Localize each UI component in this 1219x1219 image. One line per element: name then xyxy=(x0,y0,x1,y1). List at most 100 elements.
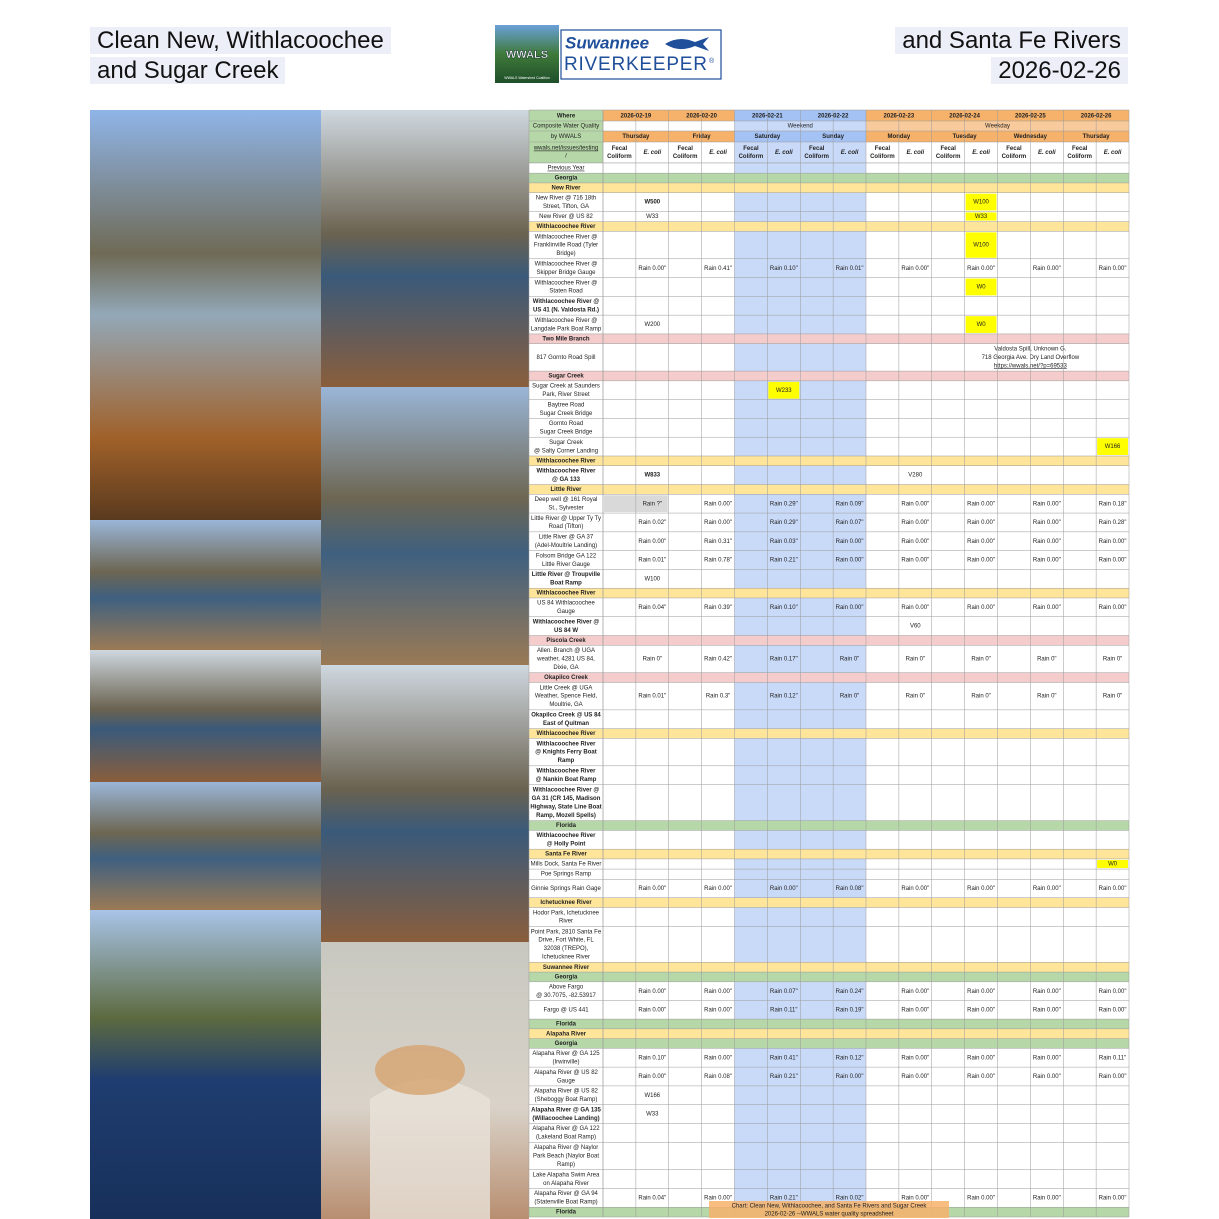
sample-value: W33 xyxy=(975,214,988,220)
location-label: Little Creek @ UGA xyxy=(540,685,593,691)
sub-header xyxy=(1063,142,1097,163)
rain-value: Rain 0.11" xyxy=(1099,1055,1126,1061)
section-label: Georgia xyxy=(555,1041,578,1047)
section-row xyxy=(529,962,1129,973)
rain-value: Rain 0.00" xyxy=(967,558,995,564)
rain-value: Rain 0.00" xyxy=(901,539,929,545)
location-label: Alapaha River @ GA 122 xyxy=(532,1126,600,1132)
rain-value: Rain 0" xyxy=(971,657,990,663)
fecal-label: Fecal xyxy=(941,146,957,152)
section-label: Florida xyxy=(556,823,577,829)
rain-value: Rain 0.00" xyxy=(901,886,929,892)
location-label: US 41 (N. Valdosta Rd.) xyxy=(533,308,599,314)
sub-header xyxy=(964,142,998,163)
location-label: Highway, State Line Boat xyxy=(530,804,601,810)
location-label: Ginnie Springs Rain Gage xyxy=(531,886,601,892)
location-label: Road (Tifton) xyxy=(549,524,584,530)
rain-value: Rain 0.00" xyxy=(1033,1007,1061,1013)
fecal-label: Coliform xyxy=(1002,154,1027,160)
title-right-1: and Santa Fe Rivers xyxy=(895,27,1128,54)
rain-value: Rain 0.00" xyxy=(1033,539,1061,545)
rain-value: Rain 0.07" xyxy=(770,989,798,995)
rain-value: Rain 0" xyxy=(906,694,925,700)
ecoli-label: E. coli xyxy=(643,150,661,156)
section-row xyxy=(529,728,1129,739)
rain-value: Rain 0.21" xyxy=(770,558,798,564)
location-label: Street, Tifton, GA xyxy=(543,204,589,210)
sample-cell-bg xyxy=(965,212,997,221)
rain-value: Rain 0.00" xyxy=(901,266,929,272)
location-label: Sugar Creek Bridge xyxy=(540,430,593,436)
photo xyxy=(90,650,321,782)
rain-value: Rain 0.00" xyxy=(638,1074,666,1080)
section-row xyxy=(529,849,1129,859)
location-label: New River @ US 82 xyxy=(539,214,593,220)
location-label: Ichetucknee River xyxy=(542,954,590,960)
rain-value: Rain 0.00" xyxy=(704,989,732,995)
day-name: Wednesday xyxy=(1014,134,1048,140)
photo-collage xyxy=(90,110,529,1219)
ecoli-label: E. coli xyxy=(775,150,793,156)
location-label: Little River Gauge xyxy=(542,562,591,568)
rain-value: Rain 0.00" xyxy=(1099,989,1127,995)
location-label: Mills Dock, Santa Fe River xyxy=(531,862,602,868)
rain-value: Rain 0.00" xyxy=(638,989,666,995)
rain-value: Rain 0.21" xyxy=(770,1195,798,1201)
sample-value: W100 xyxy=(973,200,989,206)
sample-cell-bg xyxy=(768,381,800,399)
rain-value: Rain 0.00" xyxy=(967,266,995,272)
location-label: Alapaha River @ US 82 xyxy=(534,1089,598,1095)
sub-header xyxy=(800,142,834,163)
rain-value: Rain 0.00" xyxy=(1099,266,1127,272)
location-label: Withlacoochee River @ xyxy=(535,280,598,286)
rain-value: Rain 0.00" xyxy=(1033,558,1061,564)
rain-value: Rain 0.01" xyxy=(836,266,864,272)
location-label: (Irwinville) xyxy=(553,1060,580,1066)
location-label: Withlacoochee River @ xyxy=(533,620,600,626)
ecoli-label: E. coli xyxy=(1038,150,1056,156)
day-name: Tuesday xyxy=(953,134,978,140)
sample-value: W233 xyxy=(776,388,792,394)
logo-mark: ® xyxy=(709,57,715,65)
rain-value: Rain 0.00" xyxy=(967,1074,995,1080)
rain-value: Rain 0" xyxy=(1103,657,1122,663)
rain-value: Rain 0.00" xyxy=(967,1055,995,1061)
section-label: Withlacoochee River xyxy=(537,731,597,737)
day-name: Saturday xyxy=(755,134,781,140)
section-row xyxy=(529,333,1129,344)
logo-badge xyxy=(495,25,559,83)
location-label: Skipper Bridge Gauge xyxy=(536,270,596,276)
section-label: Florida xyxy=(556,1210,577,1216)
rain-value: Rain 0.00" xyxy=(901,558,929,564)
section-row xyxy=(529,455,1129,466)
location-label: Little River @ Upper Ty Ty xyxy=(531,516,601,522)
location-label: Moultrie, GA xyxy=(549,702,582,708)
logo-name: Suwannee xyxy=(565,33,649,52)
location-label: Boat Ramp xyxy=(550,581,582,587)
photo xyxy=(321,387,529,665)
section-label: Two Mile Branch xyxy=(542,336,590,342)
rain-value: Rain 0.29" xyxy=(770,520,798,526)
sample-cell-bg xyxy=(1097,438,1128,455)
sample-cell-bg xyxy=(1097,859,1128,869)
day-name: Sunday xyxy=(822,134,844,140)
fecal-label: Coliform xyxy=(870,154,895,160)
location-label: Withlacoochee River @ xyxy=(533,788,600,794)
fecal-label: Fecal xyxy=(809,146,825,152)
fecal-label: Coliform xyxy=(936,154,961,160)
rain-value: Rain 0.01" xyxy=(638,694,666,700)
rain-value: Rain 0.00" xyxy=(1099,1074,1127,1080)
spill-note: https://wwals.net/?p=69533 xyxy=(994,363,1068,369)
rain-value: Rain 0.00" xyxy=(967,520,995,526)
location-label: on Alapaha River xyxy=(543,1181,589,1187)
fecal-label: Fecal xyxy=(1072,146,1088,152)
sample-cell-bg xyxy=(965,316,997,333)
location-label: US 84 W xyxy=(554,628,578,634)
section-row xyxy=(529,1019,1129,1029)
rain-value: Rain 0.02" xyxy=(638,520,666,526)
location-label: (Statenville Boat Ramp) xyxy=(534,1200,597,1206)
rain-value: Rain 0.00" xyxy=(1033,266,1061,272)
location-label: Ramp, Mozell Spells) xyxy=(536,813,596,819)
location-label: Sugar Creek Bridge xyxy=(540,411,593,417)
